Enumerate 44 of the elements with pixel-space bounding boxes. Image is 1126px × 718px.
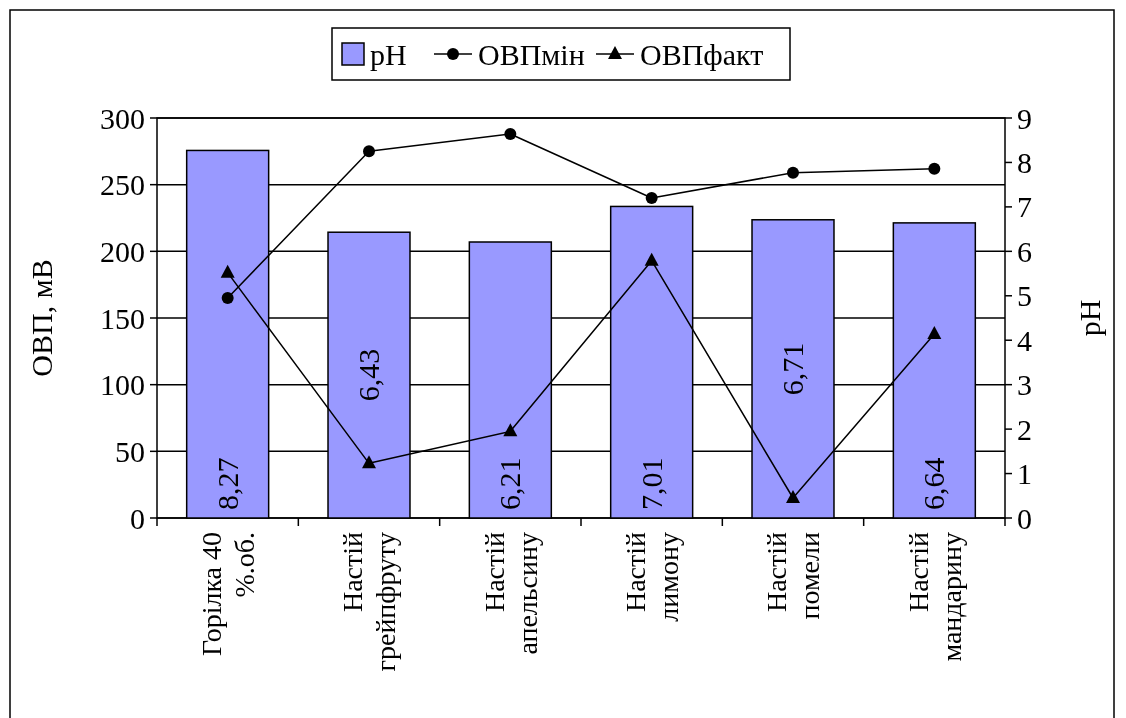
y-tick-label: 150 — [100, 301, 145, 335]
data-label: 6,43 — [352, 348, 385, 402]
point — [363, 145, 375, 158]
point — [362, 455, 376, 469]
data-label: 8,27 — [210, 457, 244, 510]
y-tick-label: 300 — [100, 101, 145, 135]
legend-label: ОВПфакт — [640, 37, 764, 71]
y2-tick-label: 4 — [1017, 323, 1032, 357]
x-tick-label: Настій лимону — [619, 531, 684, 622]
y2-tick-label: 5 — [1017, 279, 1032, 313]
point — [644, 252, 659, 266]
y2-tick-label: 3 — [1017, 368, 1032, 402]
y2-tick-label: 2 — [1017, 412, 1032, 446]
point — [786, 490, 800, 503]
point — [504, 128, 517, 140]
y2-tick-label: 8 — [1017, 145, 1032, 179]
y-axis-title: ОВП, мВ — [25, 259, 58, 377]
point — [645, 192, 658, 204]
y2-tick-label: 9 — [1017, 101, 1032, 135]
y-tick-label: 250 — [100, 168, 145, 202]
y-tick-label: 50 — [115, 434, 145, 468]
data-label: 7,01 — [634, 457, 668, 510]
point — [927, 326, 942, 339]
legend-label: ОВПмін — [478, 37, 585, 71]
y-tick-label: 0 — [130, 501, 145, 535]
data-label: 6,71 — [776, 342, 809, 396]
y2-tick-label: 0 — [1017, 501, 1032, 535]
y2-tick-label: 7 — [1017, 190, 1032, 224]
y-tick-label: 200 — [100, 234, 145, 268]
data-label: 6,64 — [917, 457, 951, 510]
data-label: 6,21 — [493, 457, 527, 510]
point — [787, 166, 799, 179]
x-tick-label: Горілка 40 %.об. — [195, 532, 260, 657]
y-tick-label: 100 — [100, 368, 145, 402]
point — [220, 264, 235, 278]
point — [503, 423, 518, 437]
y2-tick-label: 1 — [1017, 457, 1032, 491]
x-tick-label: Настій помели — [761, 531, 826, 620]
point — [221, 292, 234, 304]
point — [928, 162, 941, 175]
legend-label: pH — [370, 37, 407, 71]
y2-axis-title: pH — [1073, 299, 1106, 337]
x-tick-label: Настій грейпфруту — [337, 531, 402, 672]
y2-tick-label: 6 — [1017, 234, 1032, 268]
